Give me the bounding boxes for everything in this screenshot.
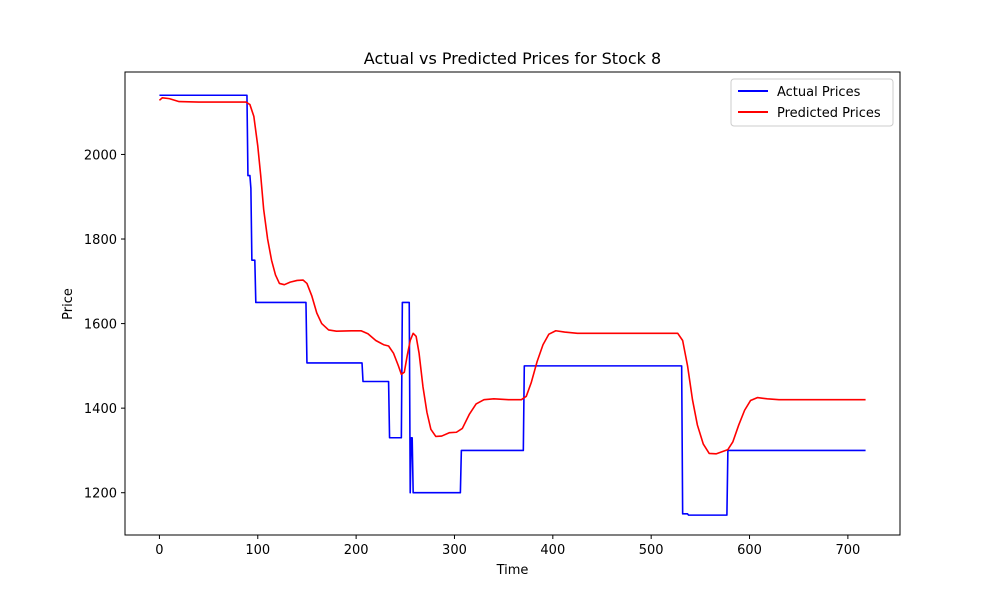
- y-axis-ticks: 1200 1400 1600 1800 2000: [84, 148, 125, 502]
- x-tick-label: 700: [835, 543, 860, 558]
- plot-frame: [124, 71, 901, 536]
- x-tick-label: 100: [245, 543, 270, 558]
- x-tick-label: 500: [639, 543, 664, 558]
- chart-title: Actual vs Predicted Prices for Stock 8: [364, 49, 661, 68]
- y-tick-label: 2000: [84, 148, 117, 163]
- y-tick-label: 1800: [84, 233, 117, 248]
- x-axis-label: Time: [496, 563, 529, 578]
- y-tick-label: 1400: [84, 402, 117, 417]
- legend-label-actual: Actual Prices: [777, 85, 861, 100]
- y-tick-label: 1600: [84, 318, 117, 333]
- y-axis-label: Price: [61, 288, 76, 320]
- legend: Actual Prices Predicted Prices: [730, 78, 894, 127]
- x-tick-label: 300: [442, 543, 467, 558]
- x-tick-label: 600: [737, 543, 762, 558]
- series-line-predicted: [158, 96, 866, 455]
- legend-box: [730, 78, 894, 127]
- x-axis-ticks: 0 100 200 300 400 500 600 700: [155, 535, 860, 558]
- x-tick-label: 200: [344, 543, 369, 558]
- y-tick-label: 1200: [84, 487, 117, 502]
- series-line-actual: [159, 94, 866, 516]
- x-tick-label: 0: [155, 543, 163, 558]
- legend-label-predicted: Predicted Prices: [777, 106, 881, 121]
- series-layer: [158, 94, 866, 516]
- x-tick-label: 400: [540, 543, 565, 558]
